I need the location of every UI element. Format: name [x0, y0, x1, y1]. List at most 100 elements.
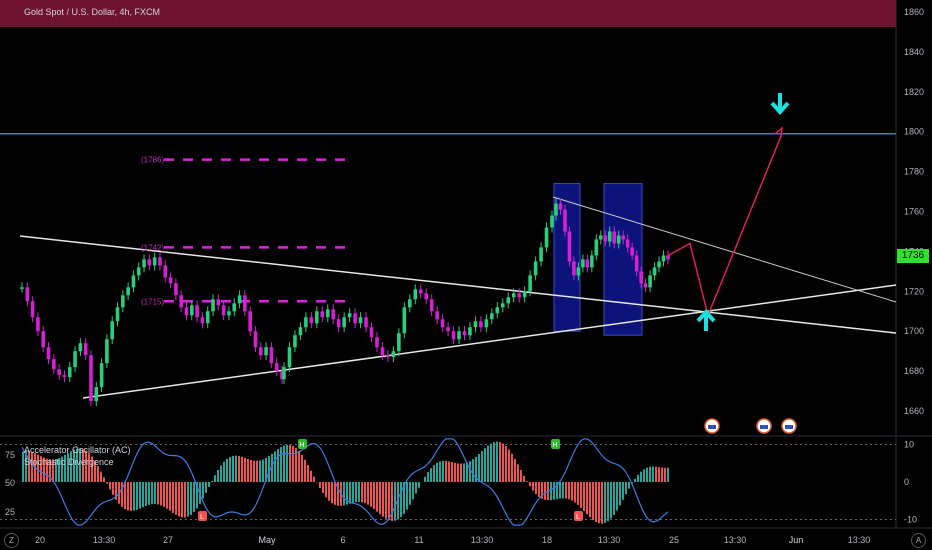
divergence-marker-label: L [200, 514, 204, 521]
oscillator-bar [202, 482, 204, 499]
candle [57, 369, 61, 376]
oscillator-bar [598, 482, 600, 524]
oscillator-bar [301, 454, 303, 482]
fib-level-label: (1786) [141, 156, 164, 165]
oscillator-bar [592, 482, 594, 520]
candle [621, 235, 625, 240]
candle [603, 235, 608, 242]
oscillator-bar [196, 482, 198, 509]
candle [179, 295, 183, 308]
oscillator-bar [379, 482, 381, 515]
oscillator-bar [46, 458, 48, 482]
candle [41, 331, 46, 348]
oscillator-bar [520, 470, 522, 482]
candle [407, 299, 412, 308]
oscillator-bar [541, 482, 543, 499]
oscillator-bar [289, 444, 291, 482]
candle [189, 305, 194, 316]
candle [94, 387, 99, 402]
oscillator-bar [169, 482, 171, 511]
candle [325, 309, 330, 318]
oscillator-bar [622, 482, 624, 500]
oscillator-bar [445, 460, 447, 482]
auto-scale-button[interactable]: A [911, 533, 926, 548]
osc-right-tick: 10 [904, 440, 914, 450]
candle [152, 257, 157, 266]
oscillator-bar [244, 457, 246, 482]
oscillator-bar [232, 455, 234, 482]
oscillator-bar [505, 445, 507, 482]
candle [550, 215, 554, 228]
oscillator-bar [76, 448, 78, 482]
oscillator-bar [478, 454, 480, 482]
oscillator-bar [127, 482, 129, 511]
candle [462, 331, 467, 336]
candle [630, 247, 634, 256]
stoch-indicator-label[interactable]: Stochastic Divergence [24, 457, 114, 467]
oscillator-bar [508, 449, 510, 482]
oscillator-bar [214, 475, 216, 482]
oscillator-bar [163, 482, 165, 507]
candle [73, 351, 77, 368]
osc-left-tick: 50 [5, 478, 15, 488]
oscillator-bar [475, 456, 477, 482]
oscillator-bar [424, 476, 426, 482]
candle [528, 275, 532, 292]
oscillator-bar [517, 464, 519, 482]
candle [539, 247, 543, 262]
oscillator-bar [460, 463, 462, 482]
oscillator-bar [310, 470, 312, 482]
oscillator-bar [358, 482, 360, 502]
candle [639, 271, 643, 284]
oscillator-bar [658, 467, 660, 482]
candle [484, 319, 489, 328]
candle [612, 231, 617, 244]
candle [237, 295, 242, 304]
oscillator-bar [649, 466, 651, 482]
oscillator-bar [106, 482, 108, 484]
oscillator-bar [538, 482, 540, 497]
candle [168, 277, 173, 284]
oscillator-bar [124, 482, 126, 510]
oscillator-bar [451, 462, 453, 482]
oscillator-bar [73, 449, 75, 482]
oscillator-bar [58, 458, 60, 482]
oscillator-bar [295, 447, 297, 482]
candle [269, 347, 274, 364]
candle [634, 255, 639, 272]
candle [142, 259, 146, 268]
oscillator-bar [550, 482, 552, 501]
ac-indicator-label[interactable]: Accelerator Oscillator (AC) [24, 445, 131, 455]
candle [105, 339, 109, 364]
projection-path [667, 133, 783, 318]
oscillator-bar [361, 482, 363, 503]
candle [607, 231, 612, 242]
oscillator-bar [571, 482, 573, 501]
candle [424, 293, 429, 300]
candle [369, 327, 374, 338]
oscillator-bar [589, 482, 591, 518]
candle [52, 359, 56, 370]
candle [62, 375, 67, 378]
oscillator-bar [610, 482, 612, 519]
event-flag-icon [708, 425, 716, 429]
oscillator-bar [607, 482, 609, 522]
candle [511, 293, 516, 298]
oscillator-bar [565, 482, 567, 499]
candle [46, 347, 51, 360]
osc-right-tick: -10 [904, 515, 917, 525]
oscillator-bar [67, 453, 69, 482]
x-tick-label: 13:30 [598, 535, 621, 545]
candle [563, 209, 567, 232]
oscillator-bar [511, 453, 513, 482]
oscillator-bar [433, 465, 435, 482]
z-button[interactable]: Z [4, 533, 19, 548]
oscillator-bar [373, 482, 375, 509]
oscillator-bar [166, 482, 168, 509]
candle [581, 259, 585, 268]
x-tick-label: 11 [414, 535, 423, 545]
candle [232, 303, 237, 312]
y-tick-label: 1800 [904, 127, 924, 137]
oscillator-bar [160, 482, 162, 506]
